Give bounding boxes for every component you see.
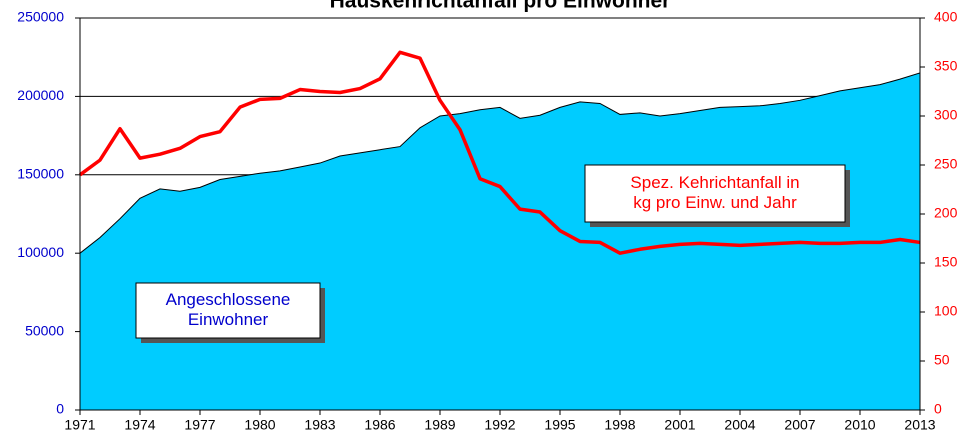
- x-tick-label: 2013: [904, 417, 935, 433]
- x-tick-label: 1980: [244, 417, 275, 433]
- y2-tick-label: 0: [934, 401, 942, 417]
- y-tick-label: 50000: [25, 322, 64, 338]
- x-tick-label: 1974: [124, 417, 155, 433]
- x-tick-label: 1986: [364, 417, 395, 433]
- x-tick-label: 1983: [304, 417, 335, 433]
- y-tick-label: 250000: [17, 9, 64, 25]
- y-tick-label: 100000: [17, 244, 64, 260]
- y2-tick-label: 400: [934, 9, 958, 25]
- y-tick-label: 150000: [17, 166, 64, 182]
- x-tick-label: 1977: [184, 417, 215, 433]
- y2-tick-label: 250: [934, 156, 958, 172]
- annotation-text: Spez. Kehrichtanfall in: [630, 173, 799, 192]
- y2-tick-label: 350: [934, 58, 958, 74]
- x-tick-label: 2001: [664, 417, 695, 433]
- chart-title: Hauskehrichtanfall pro Einwohner: [330, 0, 671, 13]
- y2-tick-label: 100: [934, 303, 958, 319]
- annotation-text: Einwohner: [188, 310, 269, 329]
- x-tick-label: 2007: [784, 417, 815, 433]
- y2-tick-label: 200: [934, 205, 958, 221]
- annotation-text: kg pro Einw. und Jahr: [633, 193, 797, 212]
- x-tick-label: 1998: [604, 417, 635, 433]
- x-tick-label: 1989: [424, 417, 455, 433]
- annotation-box: [584, 164, 846, 223]
- x-tick-label: 1992: [484, 417, 515, 433]
- x-tick-label: 2004: [724, 417, 755, 433]
- line: [78, 50, 921, 255]
- x-tick-label: 2010: [844, 417, 875, 433]
- x-tick-label: 1995: [544, 417, 575, 433]
- x-tick-label: 1971: [64, 417, 95, 433]
- y-tick-label: 0: [56, 401, 64, 417]
- y-tick-label: 200000: [17, 87, 64, 103]
- annotation-box: [135, 282, 321, 339]
- y2-tick-label: 150: [934, 254, 958, 270]
- y2-tick-label: 300: [934, 107, 958, 123]
- y2-tick-label: 50: [934, 352, 950, 368]
- annotation-text: Angeschlossene: [166, 290, 291, 309]
